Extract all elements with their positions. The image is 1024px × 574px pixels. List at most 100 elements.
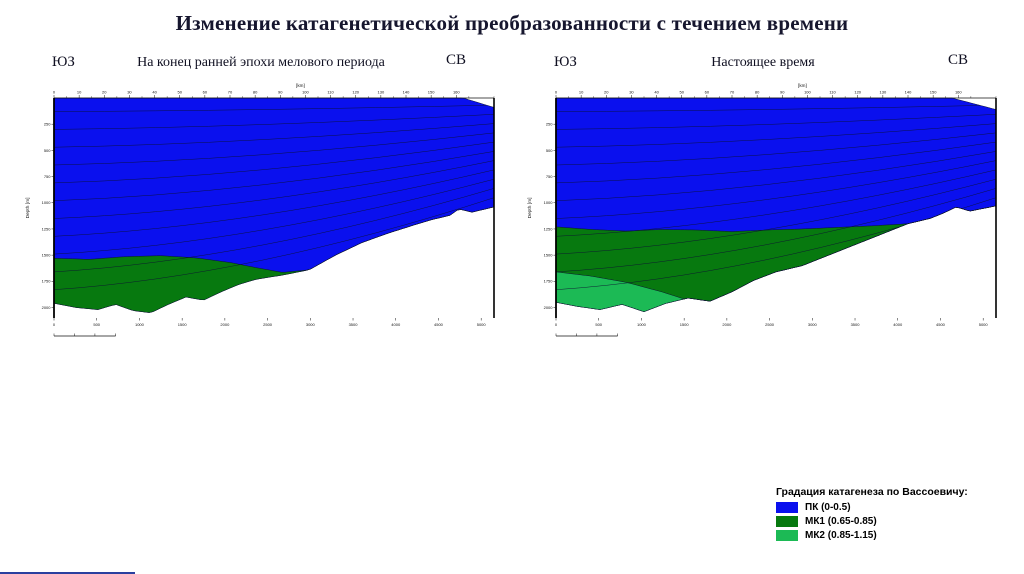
svg-text:0: 0 [53, 90, 56, 95]
svg-text:140: 140 [905, 90, 912, 95]
svg-text:10: 10 [77, 90, 82, 95]
svg-text:5000: 5000 [477, 322, 487, 327]
legend-item: МК1 (0.65-0.85) [776, 516, 968, 527]
svg-text:0: 0 [555, 322, 558, 327]
svg-text:60: 60 [203, 90, 208, 95]
svg-text:500: 500 [595, 322, 602, 327]
panel-header: Настоящее время ЮЗ СВ [524, 50, 1002, 76]
svg-text:110: 110 [327, 90, 334, 95]
svg-text:0: 0 [53, 322, 56, 327]
legend-item: ПК (0-0.5) [776, 502, 968, 513]
svg-text:40: 40 [152, 90, 157, 95]
svg-text:120: 120 [854, 90, 861, 95]
svg-text:4500: 4500 [936, 322, 946, 327]
svg-text:110: 110 [829, 90, 836, 95]
svg-text:1000: 1000 [544, 200, 554, 205]
svg-text:250: 250 [546, 122, 553, 127]
svg-text:140: 140 [403, 90, 410, 95]
zones [555, 97, 997, 312]
zones [53, 97, 495, 313]
svg-text:5000: 5000 [979, 322, 989, 327]
svg-text:80: 80 [755, 90, 760, 95]
svg-text:100: 100 [804, 90, 811, 95]
svg-text:50: 50 [177, 90, 182, 95]
svg-text:1000: 1000 [637, 322, 647, 327]
axes: 0 10 20 30 40 50 60 70 80 90 100 110 120 130 140 150 160… [25, 83, 495, 337]
axes: 0 10 20 30 40 50 60 70 80 90 100 110 120 130 140 150 160… [527, 83, 997, 337]
svg-text:90: 90 [278, 90, 283, 95]
svg-text:1250: 1250 [544, 226, 554, 231]
svg-text:20: 20 [604, 90, 609, 95]
svg-text:1000: 1000 [42, 200, 52, 205]
legend-swatch [776, 530, 798, 541]
svg-text:2500: 2500 [765, 322, 775, 327]
svg-text:4500: 4500 [434, 322, 444, 327]
direction-label-ne: СВ [445, 52, 466, 68]
svg-text:1000: 1000 [135, 322, 145, 327]
svg-text:30: 30 [127, 90, 132, 95]
svg-text:100: 100 [302, 90, 309, 95]
svg-text:1750: 1750 [42, 279, 52, 284]
svg-text:160: 160 [453, 90, 460, 95]
svg-text:150: 150 [930, 90, 937, 95]
direction-label-ne: СВ [947, 52, 968, 68]
panel-cretaceous: На конец ранней эпохи мелового периода Ю… [22, 50, 500, 362]
svg-text:120: 120 [352, 90, 359, 95]
legend-label: ПК (0-0.5) [805, 502, 851, 513]
bottom-accent-line [0, 572, 135, 574]
panel-caption: На конец ранней эпохи мелового периода [137, 55, 385, 70]
svg-text:500: 500 [93, 322, 100, 327]
cross-section-chart-left: 0 10 20 30 40 50 60 70 80 90 100 110 120 130 140 150 160… [25, 83, 495, 337]
svg-text:3000: 3000 [306, 322, 316, 327]
horizon-lines [54, 104, 494, 290]
top-axis-unit: [km] [798, 83, 807, 88]
direction-label-sw: ЮЗ [554, 54, 577, 70]
panels-row: На конец ранней эпохи мелового периода Ю… [0, 50, 1024, 362]
depth-axis-label: Depth [m] [527, 198, 533, 219]
legend-label: МК2 (0.85-1.15) [805, 530, 877, 541]
svg-text:2000: 2000 [544, 305, 554, 310]
svg-text:1500: 1500 [178, 322, 188, 327]
svg-text:3500: 3500 [349, 322, 359, 327]
svg-text:1750: 1750 [544, 279, 554, 284]
svg-text:160: 160 [955, 90, 962, 95]
svg-text:1500: 1500 [42, 253, 52, 258]
svg-text:4000: 4000 [391, 322, 401, 327]
svg-text:2000: 2000 [42, 305, 52, 310]
page-title: Изменение катагенетической преобразованн… [175, 11, 849, 35]
legend-swatch [776, 516, 798, 527]
direction-label-sw: ЮЗ [52, 54, 75, 70]
legend: Градация катагенеза по Вассоевичу: ПК (0… [776, 486, 968, 544]
svg-text:1500: 1500 [680, 322, 690, 327]
svg-text:70: 70 [730, 90, 735, 95]
svg-text:20: 20 [102, 90, 107, 95]
svg-text:40: 40 [654, 90, 659, 95]
svg-text:50: 50 [679, 90, 684, 95]
svg-text:500: 500 [44, 148, 51, 153]
svg-text:3000: 3000 [808, 322, 818, 327]
svg-text:70: 70 [228, 90, 233, 95]
svg-text:0: 0 [555, 90, 558, 95]
top-axis-unit: [km] [296, 83, 305, 88]
svg-text:250: 250 [44, 122, 51, 127]
panel-header: На конец ранней эпохи мелового периода Ю… [22, 50, 500, 76]
panel-caption: Настоящее время [711, 55, 815, 70]
legend-title: Градация катагенеза по Вассоевичу: [776, 486, 968, 498]
svg-text:130: 130 [880, 90, 887, 95]
panel-present: Настоящее время ЮЗ СВ 0 10 20 30 40 50 60 70 80 9… [524, 50, 1002, 362]
svg-text:60: 60 [705, 90, 710, 95]
svg-text:80: 80 [253, 90, 258, 95]
cross-section-chart-right: 0 10 20 30 40 50 60 70 80 90 100 110 120 130 140 150 160… [527, 83, 997, 337]
svg-text:150: 150 [428, 90, 435, 95]
svg-text:3500: 3500 [851, 322, 861, 327]
svg-text:2000: 2000 [722, 322, 732, 327]
svg-text:750: 750 [546, 174, 553, 179]
svg-text:10: 10 [579, 90, 584, 95]
svg-text:750: 750 [44, 174, 51, 179]
zone-1 [53, 206, 495, 313]
legend-items: ПК (0-0.5) МК1 (0.65-0.85) МК2 (0.85-1.15) [776, 502, 968, 541]
svg-text:1250: 1250 [42, 226, 52, 231]
svg-text:30: 30 [629, 90, 634, 95]
svg-text:90: 90 [780, 90, 785, 95]
